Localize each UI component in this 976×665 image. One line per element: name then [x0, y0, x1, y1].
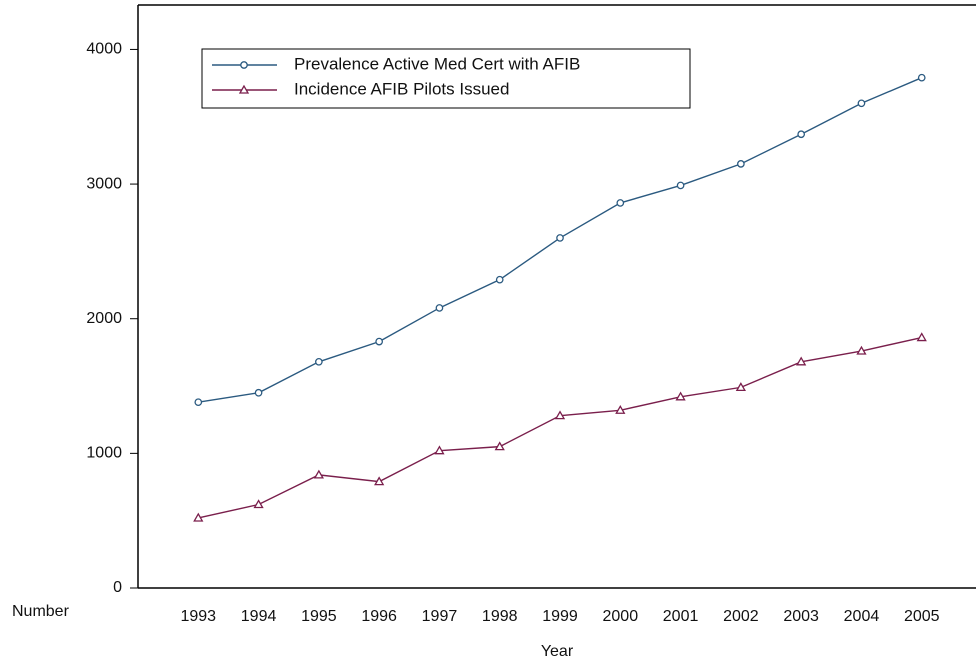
marker	[315, 357, 323, 366]
x-tick-label: 2003	[783, 608, 819, 625]
legend-label: Incidence AFIB Pilots Issued	[294, 79, 509, 98]
marker	[917, 73, 926, 82]
y-axis-label: Number	[12, 603, 70, 620]
marker	[375, 337, 384, 346]
marker	[238, 84, 250, 94]
marker	[313, 469, 324, 479]
x-tick-label: 2005	[904, 608, 940, 625]
marker	[554, 410, 566, 420]
marker	[556, 234, 564, 242]
marker	[796, 356, 807, 366]
y-tick-label: 2000	[86, 310, 122, 327]
x-tick-label: 2004	[844, 608, 880, 625]
marker	[434, 445, 445, 455]
legend-label: Prevalence Active Med Cert with AFIB	[294, 54, 580, 73]
marker	[856, 345, 867, 355]
marker	[240, 61, 248, 69]
marker	[735, 382, 746, 392]
y-tick-label: 0	[113, 579, 122, 596]
marker	[253, 499, 264, 509]
x-tick-label: 1996	[361, 608, 397, 625]
marker	[615, 404, 626, 414]
x-tick-label: 1998	[482, 608, 518, 625]
marker	[916, 332, 927, 342]
y-tick-label: 3000	[86, 175, 122, 192]
x-tick-label: 1993	[180, 608, 216, 625]
marker	[616, 199, 625, 207]
marker	[254, 388, 263, 397]
legend-box	[201, 48, 691, 109]
x-tick-label: 1997	[422, 608, 458, 625]
marker	[495, 275, 504, 284]
marker	[675, 391, 686, 401]
x-axis-label: Year	[541, 643, 574, 660]
marker	[194, 398, 203, 407]
x-tick-label: 1999	[542, 608, 578, 625]
y-tick-label: 4000	[86, 41, 122, 58]
marker	[676, 181, 685, 190]
marker	[374, 476, 385, 486]
x-tick-label: 2001	[663, 608, 699, 625]
y-tick-label: 1000	[86, 445, 122, 462]
x-tick-label: 1995	[301, 608, 337, 625]
marker	[737, 160, 745, 168]
x-tick-label: 1994	[241, 608, 277, 625]
marker	[494, 441, 505, 451]
x-tick-label: 2000	[603, 608, 639, 625]
series-line	[198, 336, 922, 519]
marker	[435, 304, 444, 312]
marker	[797, 130, 806, 139]
marker	[857, 99, 866, 108]
x-tick-label: 2002	[723, 608, 759, 625]
marker	[193, 512, 204, 522]
